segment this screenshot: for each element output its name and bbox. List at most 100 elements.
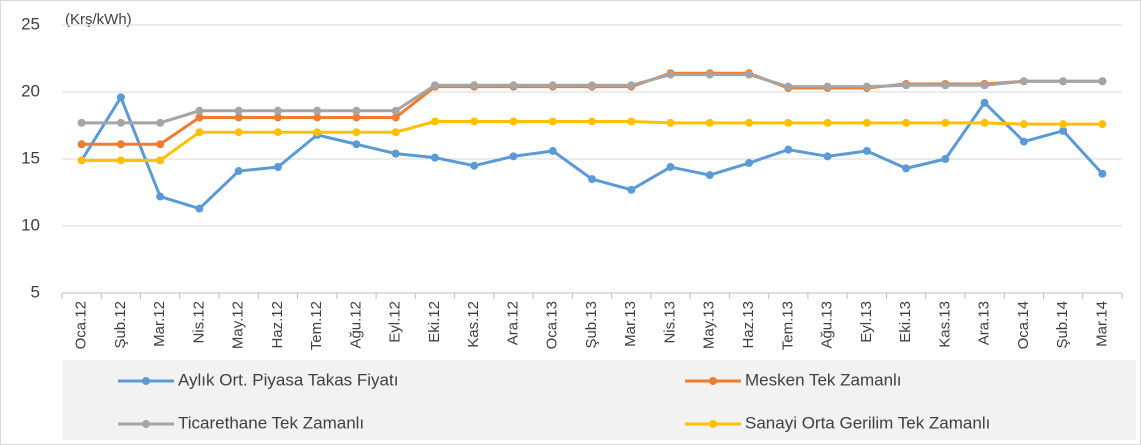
x-tick-label: Haz.13 bbox=[740, 301, 757, 349]
data-point bbox=[980, 118, 989, 127]
data-point bbox=[430, 117, 439, 126]
data-point bbox=[902, 118, 911, 127]
unit-annotation: (Krş/kWh) bbox=[65, 11, 132, 28]
data-point bbox=[195, 128, 204, 137]
legend-marker bbox=[709, 377, 717, 385]
y-tick-label: 15 bbox=[21, 148, 40, 167]
data-point bbox=[470, 81, 479, 90]
y-tick-label: 5 bbox=[31, 282, 40, 301]
data-point bbox=[391, 128, 400, 137]
data-point bbox=[1059, 126, 1068, 135]
data-point bbox=[352, 106, 361, 115]
x-tick-label: Eyl.13 bbox=[858, 301, 875, 343]
legend-marker bbox=[709, 420, 717, 428]
data-point bbox=[509, 81, 518, 90]
data-point bbox=[705, 70, 714, 79]
data-point bbox=[273, 128, 282, 137]
data-point bbox=[862, 118, 871, 127]
data-point bbox=[666, 163, 675, 172]
data-point bbox=[705, 171, 714, 180]
legend-label: Ticarethane Tek Zamanlı bbox=[178, 413, 364, 432]
y-tick-label: 10 bbox=[21, 215, 40, 234]
data-point bbox=[941, 118, 950, 127]
x-tick-label: Şub.12 bbox=[112, 301, 129, 349]
data-point bbox=[666, 118, 675, 127]
data-point bbox=[352, 128, 361, 137]
data-point bbox=[823, 82, 832, 91]
x-tick-label: Ağu.13 bbox=[819, 301, 836, 349]
x-tick-label: Nis.12 bbox=[190, 301, 207, 344]
data-point bbox=[862, 82, 871, 91]
data-point bbox=[430, 81, 439, 90]
data-point bbox=[627, 185, 636, 194]
data-point bbox=[745, 118, 754, 127]
data-point bbox=[273, 113, 282, 122]
data-point bbox=[313, 106, 322, 115]
data-point bbox=[784, 145, 793, 154]
data-point bbox=[195, 113, 204, 122]
data-point bbox=[195, 106, 204, 115]
data-point bbox=[588, 117, 596, 126]
data-point bbox=[1019, 120, 1028, 129]
data-point bbox=[902, 81, 911, 90]
legend-marker bbox=[142, 420, 150, 428]
data-point bbox=[1098, 120, 1107, 129]
data-point bbox=[1059, 120, 1068, 129]
data-point bbox=[156, 118, 165, 127]
x-tick-label: Kas.12 bbox=[465, 301, 482, 348]
data-point bbox=[823, 118, 832, 127]
data-point bbox=[1059, 77, 1068, 86]
data-point bbox=[745, 159, 754, 168]
data-point bbox=[980, 81, 989, 90]
data-point bbox=[77, 118, 86, 127]
x-tick-label: Şub.13 bbox=[583, 301, 600, 349]
data-point bbox=[391, 113, 400, 122]
data-point bbox=[195, 204, 204, 213]
data-point bbox=[941, 81, 950, 90]
data-point bbox=[470, 161, 479, 170]
x-tick-label: Eyl.12 bbox=[387, 301, 404, 343]
x-tick-label: Ağu.12 bbox=[347, 301, 364, 349]
x-tick-label: Ara.12 bbox=[504, 301, 521, 345]
data-point bbox=[156, 192, 165, 201]
x-tick-label: Mar.14 bbox=[1093, 301, 1110, 347]
data-point bbox=[627, 81, 636, 90]
x-tick-label: Tem.13 bbox=[779, 301, 796, 350]
data-point bbox=[116, 93, 125, 102]
legend-label: Sanayi Orta Gerilim Tek Zamanlı bbox=[745, 413, 990, 432]
x-tick-label: Nis.13 bbox=[661, 301, 678, 344]
data-point bbox=[1098, 77, 1107, 86]
legend-marker bbox=[142, 377, 150, 385]
data-point bbox=[470, 117, 479, 126]
data-point bbox=[1098, 169, 1107, 178]
data-point bbox=[156, 156, 165, 165]
x-tick-label: Eki.12 bbox=[426, 301, 443, 343]
data-point bbox=[902, 164, 911, 173]
x-tick-label: Tem.12 bbox=[308, 301, 325, 350]
x-tick-label: May.12 bbox=[230, 301, 247, 349]
data-point bbox=[705, 118, 714, 127]
data-point bbox=[588, 81, 596, 90]
x-tick-label: Eki.13 bbox=[897, 301, 914, 343]
data-point bbox=[509, 152, 518, 161]
x-tick-label: Mar.13 bbox=[622, 301, 639, 347]
data-point bbox=[548, 81, 557, 90]
data-point bbox=[234, 106, 243, 115]
data-point bbox=[313, 128, 322, 137]
data-point bbox=[313, 113, 322, 122]
legend-box bbox=[62, 360, 1136, 440]
data-point bbox=[234, 128, 243, 137]
y-tick-label: 20 bbox=[21, 81, 40, 100]
data-point bbox=[941, 155, 950, 163]
x-tick-label: Oca.14 bbox=[1015, 301, 1032, 349]
data-point bbox=[352, 140, 361, 149]
x-tick-label: May.13 bbox=[701, 301, 718, 349]
data-point bbox=[77, 156, 86, 165]
data-point bbox=[430, 153, 439, 162]
data-point bbox=[862, 146, 871, 155]
x-tick-label: Haz.12 bbox=[269, 301, 286, 349]
data-point bbox=[588, 175, 596, 184]
data-point bbox=[745, 70, 754, 79]
data-point bbox=[784, 118, 793, 127]
